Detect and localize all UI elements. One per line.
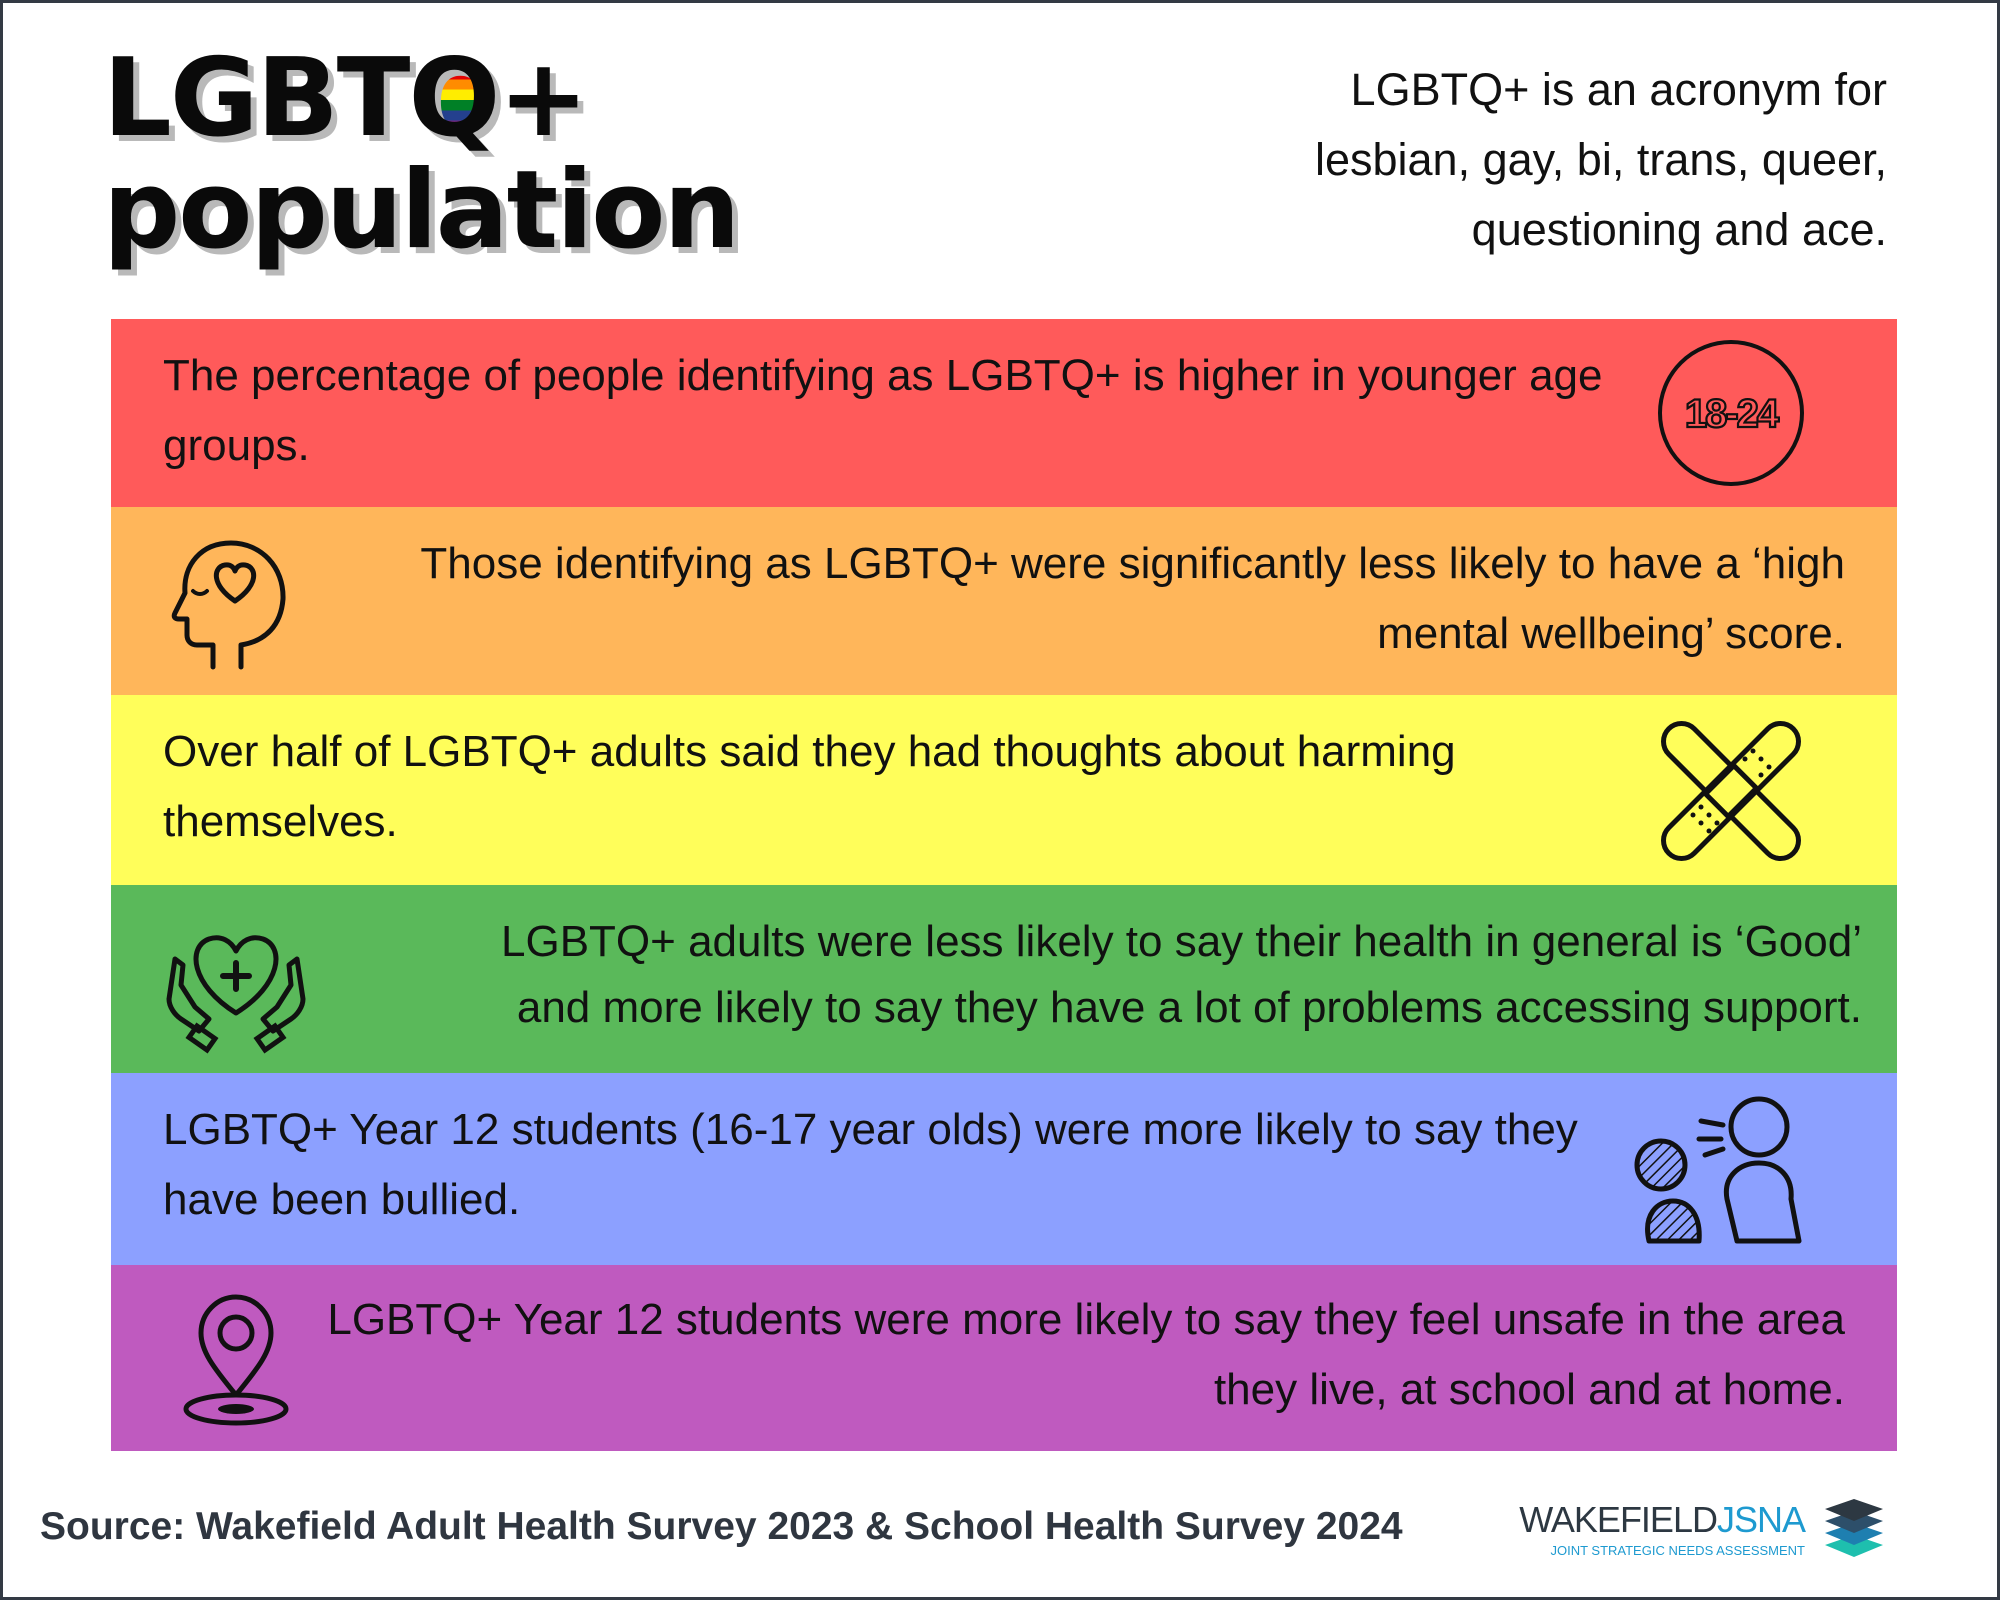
bullying-people-icon <box>1634 1096 1802 1244</box>
finding-text: The percentage of people identifying as … <box>163 351 1603 470</box>
source-note: Source: Wakefield Adult Health Survey 20… <box>40 1505 1403 1548</box>
rainbow-flag-icon <box>421 69 480 131</box>
finding-self-harm: Over half of LGBTQ+ adults said they had… <box>111 695 1897 885</box>
head-heart-icon <box>171 540 286 670</box>
wakefield-jsna-logo: WAKEFIELDJSNA JOINT STRATEGIC NEEDS ASSE… <box>1519 1495 1889 1565</box>
title-q-rainbow: Q <box>408 36 500 161</box>
finding-mental-wellbeing: Those identifying as LGBTQ+ were signifi… <box>111 507 1897 695</box>
finding-bullying: LGBTQ+ Year 12 students (16-17 year olds… <box>111 1073 1897 1265</box>
finding-text: LGBTQ+ adults were less likely to say th… <box>501 917 1862 1032</box>
acronym-note: LGBTQ+ is an acronym for lesbian, gay, b… <box>1314 64 1887 255</box>
finding-text: LGBTQ+ Year 12 students were more likely… <box>327 1295 1845 1414</box>
crossed-plasters-icon <box>1661 721 1801 861</box>
page-title: LGBT Q+ population <box>103 36 740 273</box>
title-line-1: LGBT Q+ <box>103 36 589 161</box>
finding-text: Over half of LGBTQ+ adults said they had… <box>163 727 1456 846</box>
hands-heart-icon <box>166 935 306 1054</box>
location-pin-icon <box>183 1294 289 1426</box>
stacked-layers-icon <box>1825 1499 1883 1557</box>
title-line-2: population <box>103 148 740 273</box>
finding-text: Those identifying as LGBTQ+ were signifi… <box>420 539 1845 658</box>
finding-age-groups: The percentage of people identifying as … <box>111 319 1897 507</box>
age-badge-label: 18-24 <box>1685 392 1780 436</box>
age-badge-icon: 18-24 <box>1658 340 1804 486</box>
finding-feeling-unsafe: LGBTQ+ Year 12 students were more likely… <box>111 1265 1897 1451</box>
finding-text: LGBTQ+ Year 12 students (16-17 year olds… <box>163 1105 1578 1224</box>
finding-general-health: LGBTQ+ adults were less likely to say th… <box>111 885 1897 1073</box>
